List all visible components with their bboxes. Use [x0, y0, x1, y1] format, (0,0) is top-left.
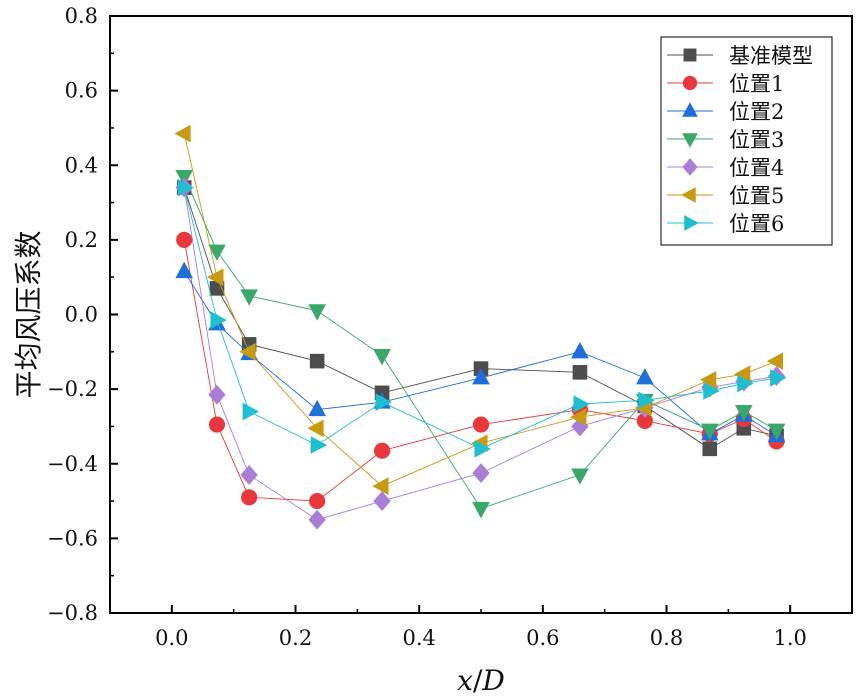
y-tick-label: −0.8 — [47, 601, 98, 625]
data-point — [210, 311, 227, 329]
data-point — [175, 261, 194, 279]
data-point — [703, 382, 720, 400]
data-point — [472, 463, 490, 484]
series-line — [183, 271, 777, 437]
data-point — [572, 365, 588, 380]
data-point — [177, 178, 195, 197]
data-point — [571, 468, 589, 485]
y-tick-label: 0.6 — [65, 79, 98, 103]
plot-frame — [109, 15, 853, 614]
legend-label: 位置1 — [729, 72, 784, 96]
data-point — [242, 402, 259, 421]
data-point — [373, 349, 391, 366]
legend-item: 位置1 — [667, 72, 784, 96]
data-point — [766, 352, 784, 370]
legend-item: 位置5 — [667, 184, 784, 208]
x-axis-title: x/D — [457, 664, 505, 697]
data-point — [308, 509, 326, 530]
data-point — [770, 369, 787, 387]
data-point — [570, 408, 587, 426]
data-point — [207, 268, 224, 287]
legend-marker — [682, 133, 698, 148]
data-point — [309, 353, 325, 369]
data-point — [208, 244, 226, 261]
legend-item: 基准模型 — [667, 44, 813, 68]
x-tick-label: 1.0 — [773, 626, 806, 650]
axis-ticks: 0.0 0.2 0.4 0.6 0.8 1.0 −0.8 −0.6 −0.4 −0.2 0.0 0.2… — [47, 4, 807, 650]
data-point — [307, 419, 324, 438]
data-point — [372, 477, 389, 495]
legend-item: 位置4 — [667, 156, 784, 180]
data-point — [474, 439, 491, 458]
legend-label: 位置5 — [729, 184, 784, 208]
legend-marker — [682, 158, 698, 176]
x-axis-title-var2: D — [481, 664, 504, 697]
data-point — [638, 391, 655, 410]
legend-label: 位置2 — [729, 100, 784, 124]
legend-item: 位置2 — [667, 100, 784, 124]
data-point — [700, 423, 719, 441]
data-point — [240, 289, 258, 306]
data-point — [308, 304, 326, 321]
data-point — [573, 395, 590, 413]
legend-label: 位置6 — [729, 212, 784, 236]
data-point — [240, 464, 258, 485]
data-point — [737, 374, 754, 393]
legend-item: 位置3 — [667, 128, 784, 152]
y-tick-label: −0.4 — [47, 452, 98, 476]
data-point — [373, 491, 391, 512]
legend-marker — [681, 187, 696, 203]
x-axis-title-sep: / — [473, 664, 483, 697]
legend-item: 位置6 — [667, 212, 784, 236]
series-3 — [175, 261, 786, 443]
data-point — [472, 502, 490, 519]
data-point — [208, 384, 226, 405]
series-group — [174, 124, 787, 530]
data-point — [208, 416, 226, 433]
legend-marker — [683, 48, 697, 62]
y-tick-label: 0.8 — [65, 4, 98, 28]
data-point — [571, 341, 589, 359]
y-tick-label: 0.0 — [65, 303, 98, 327]
y-axis-title: 平均风压系数 — [12, 230, 45, 398]
x-tick-label: 0.6 — [526, 626, 559, 650]
data-point — [636, 368, 654, 385]
legend-marker — [684, 215, 699, 231]
data-point — [308, 399, 326, 417]
data-point — [702, 441, 718, 457]
data-point — [472, 416, 490, 433]
data-point — [734, 405, 753, 422]
legend-marker — [682, 102, 698, 117]
data-point — [241, 489, 258, 506]
legend-label: 位置4 — [729, 156, 784, 180]
data-point — [699, 370, 717, 389]
data-point — [310, 436, 327, 454]
x-tick-label: 0.0 — [155, 626, 188, 650]
legend-label: 基准模型 — [729, 44, 813, 68]
data-point — [174, 124, 191, 143]
y-tick-label: −0.6 — [47, 526, 98, 550]
y-tick-label: −0.2 — [47, 377, 98, 401]
legend-label: 位置3 — [729, 128, 784, 152]
series-7 — [177, 178, 787, 458]
x-axis-title-var1: x — [457, 664, 473, 697]
data-point — [239, 342, 256, 361]
data-point — [472, 368, 490, 385]
data-point — [309, 492, 326, 510]
y-tick-label: 0.2 — [65, 228, 98, 252]
x-tick-label: 0.4 — [402, 626, 435, 650]
legend-marker — [682, 75, 698, 91]
data-point — [375, 393, 392, 412]
data-point — [373, 442, 391, 459]
x-tick-label: 0.8 — [650, 626, 683, 650]
x-tick-label: 0.2 — [279, 626, 312, 650]
data-point — [767, 423, 786, 441]
y-tick-label: 0.4 — [65, 153, 98, 177]
data-point — [176, 231, 193, 248]
